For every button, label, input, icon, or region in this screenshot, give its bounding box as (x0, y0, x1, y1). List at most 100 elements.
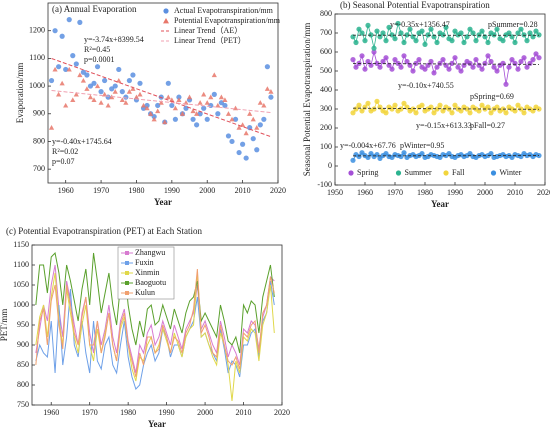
point (109, 86, 115, 92)
point (137, 91, 143, 97)
point (455, 64, 461, 70)
y-tick-label: 300 (320, 104, 332, 113)
annotation: y=-0.004x+67.76 (340, 141, 396, 150)
point (407, 26, 413, 32)
y-tick-label: 100 (320, 142, 332, 151)
point (190, 108, 196, 114)
legend-label: Fall (452, 168, 465, 177)
point (229, 138, 235, 145)
annotation: y=-0.15x+613.33 (416, 121, 472, 130)
point (176, 94, 182, 100)
y-axis-label: PET/mm (0, 309, 9, 342)
point (371, 49, 377, 55)
point (503, 81, 509, 87)
x-tick-label: 2020 (270, 186, 286, 195)
plot-frame (47, 2, 279, 184)
point (509, 57, 515, 63)
x-tick-label: 1990 (159, 408, 175, 417)
point (80, 77, 86, 83)
y-tick-label: 1100 (29, 53, 45, 62)
point (458, 108, 464, 114)
legend-label: Kulun (135, 288, 155, 297)
point (73, 91, 79, 97)
x-tick-label: 1970 (387, 188, 403, 197)
point (398, 153, 404, 160)
annotation: R²=0.02 (52, 147, 78, 156)
point (437, 60, 443, 66)
point (232, 116, 239, 122)
point (165, 80, 171, 86)
y-tick-label: 200 (320, 123, 332, 132)
point (353, 39, 359, 46)
x-tick-label: 2010 (236, 408, 252, 417)
y-tick-label: 500 (320, 66, 332, 75)
point (443, 24, 449, 30)
point (521, 110, 527, 116)
point (524, 64, 530, 70)
point (485, 53, 491, 59)
x-tick-label: 2000 (197, 408, 213, 417)
point (112, 83, 118, 89)
point (464, 106, 470, 112)
point (250, 136, 256, 142)
point (374, 28, 380, 34)
point (362, 66, 368, 72)
point (467, 60, 473, 66)
point (353, 106, 359, 112)
point (383, 55, 389, 61)
point (254, 125, 260, 130)
point (257, 100, 263, 105)
point (84, 72, 90, 78)
point (476, 108, 482, 114)
point (452, 55, 458, 61)
point (264, 64, 270, 70)
point (410, 68, 416, 74)
point (87, 94, 94, 100)
y-axis-label: Evaporation/mm (15, 63, 25, 124)
series-line (35, 264, 275, 374)
point (91, 80, 97, 86)
legend-swatch (348, 170, 354, 176)
point (506, 30, 512, 36)
point (133, 94, 140, 100)
chart-title: (a) Annual Evaporation (52, 4, 137, 14)
point (395, 20, 401, 27)
point (204, 116, 210, 122)
point (87, 83, 94, 89)
point (48, 77, 55, 84)
point (536, 55, 542, 61)
legend-swatch (163, 18, 169, 24)
point (250, 116, 256, 122)
point (63, 102, 69, 108)
y-tick-label: 1200 (29, 26, 45, 35)
point (73, 61, 79, 67)
point (431, 70, 437, 76)
y-tick-label: 1050 (13, 280, 29, 289)
point (243, 155, 249, 161)
annotation: pWinter=0.95 (400, 141, 444, 150)
point (204, 100, 210, 105)
series-line (35, 251, 275, 354)
legend-label: Winter (500, 168, 522, 177)
point (350, 57, 356, 63)
point (416, 57, 422, 63)
point (380, 30, 386, 36)
y-tick-label: 800 (33, 136, 45, 145)
point (52, 66, 58, 72)
point (59, 33, 65, 39)
annotation: y=-0.40x+1745.64 (52, 137, 112, 146)
y-tick-label: 700 (33, 164, 45, 173)
point (240, 141, 246, 147)
trend-line (51, 89, 271, 114)
point (144, 105, 150, 111)
point (247, 111, 253, 116)
point (449, 38, 455, 44)
point (123, 100, 129, 105)
annotation: y=-0.35x+1356.47 (390, 20, 450, 29)
legend-label: Summer (405, 168, 432, 177)
point (479, 28, 485, 34)
y-tick-label: 900 (17, 340, 29, 349)
point (425, 32, 431, 38)
